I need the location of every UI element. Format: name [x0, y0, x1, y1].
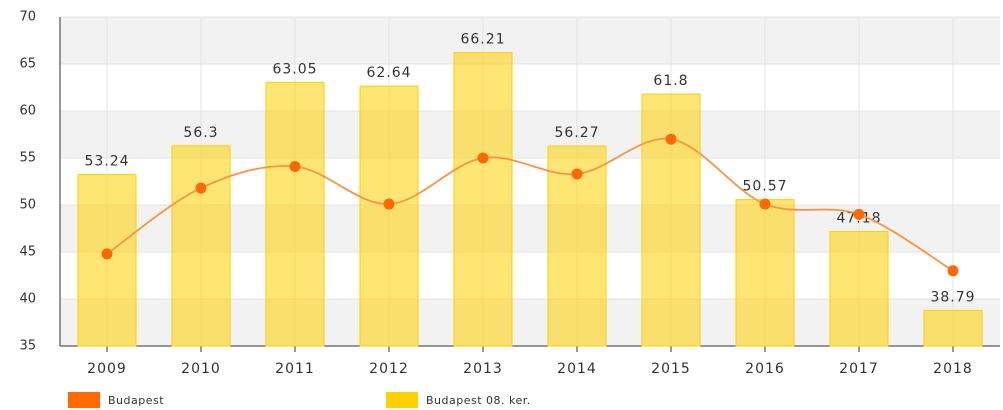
- data-label: 56.3: [183, 125, 218, 141]
- data-label: 63.05: [272, 61, 317, 77]
- y-tick-label: 65: [19, 57, 36, 72]
- data-label: 53.24: [84, 154, 129, 170]
- bar: [453, 52, 513, 347]
- data-label: 38.79: [930, 289, 975, 305]
- marker: [383, 198, 395, 210]
- x-tick-label: 2013: [463, 361, 503, 377]
- x-tick-label: 2018: [933, 361, 973, 377]
- x-tick-label: 2009: [87, 361, 127, 377]
- bar: [641, 93, 701, 347]
- line: [106, 137, 954, 272]
- marker: [947, 265, 959, 277]
- marker: [101, 248, 113, 260]
- x-tick-label: 2012: [369, 361, 409, 377]
- data-label: 66.21: [460, 32, 505, 48]
- data-label: 50.57: [742, 179, 787, 195]
- x-tick-label: 2016: [745, 361, 785, 377]
- marker: [571, 168, 583, 180]
- x-tick-label: 2015: [651, 361, 691, 377]
- bar: [77, 174, 137, 347]
- bar: [171, 145, 231, 347]
- legend-label: Budapest 08. ker.: [426, 394, 531, 407]
- marker: [195, 182, 207, 194]
- bar: [359, 85, 419, 347]
- y-tick-label: 60: [19, 104, 36, 119]
- marker: [853, 208, 865, 220]
- marker: [759, 198, 771, 210]
- legend-label: Budapest: [108, 394, 164, 407]
- y-tick-label: 40: [19, 292, 36, 307]
- x-tick-label: 2011: [275, 361, 315, 377]
- bar: [923, 309, 983, 347]
- bar: [829, 231, 889, 347]
- data-label: 56.27: [554, 125, 599, 141]
- data-label: 62.64: [366, 65, 411, 81]
- x-tick-label: 2010: [181, 361, 221, 377]
- x-tick-label: 2017: [839, 361, 879, 377]
- y-tick-label: 50: [19, 198, 36, 213]
- bar: [735, 199, 795, 347]
- data-label: 61.8: [653, 73, 688, 89]
- marker: [289, 160, 301, 172]
- legend-swatch: [386, 392, 418, 408]
- grid-band: [60, 17, 1000, 64]
- x-tick-label: 2014: [557, 361, 597, 377]
- marker: [477, 152, 489, 164]
- y-tick-label: 35: [19, 339, 36, 354]
- y-tick-label: 55: [19, 151, 36, 166]
- y-tick-label: 45: [19, 245, 36, 260]
- y-tick-label: 70: [19, 10, 36, 25]
- legend-swatch: [68, 392, 100, 408]
- marker: [665, 133, 677, 145]
- bar: [265, 81, 325, 347]
